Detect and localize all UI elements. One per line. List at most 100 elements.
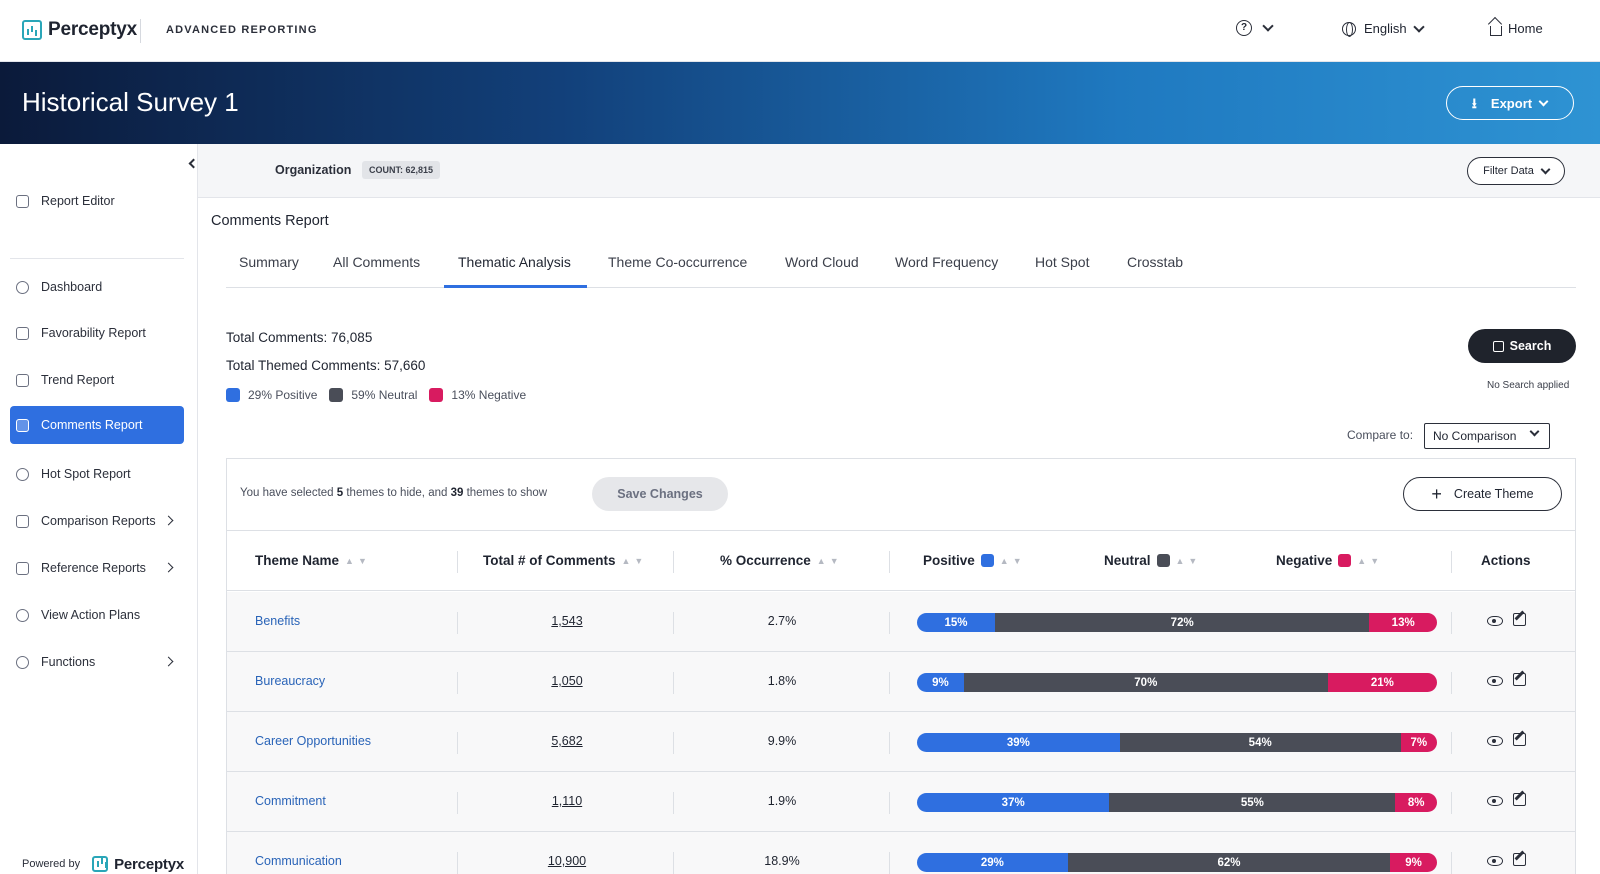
chevron-right-icon bbox=[163, 515, 174, 526]
count-badge: COUNT: 62,815 bbox=[362, 161, 441, 179]
total-comments-link[interactable]: 1,110 bbox=[551, 794, 583, 808]
legend-negative-label: 13% Negative bbox=[451, 388, 527, 402]
total-comments-link[interactable]: 1,543 bbox=[551, 614, 583, 628]
sort-icon[interactable]: ▲▼ bbox=[621, 555, 648, 566]
hide-count: 5 bbox=[336, 487, 344, 499]
sidebar-item-comments-report[interactable]: Comments Report bbox=[10, 406, 184, 444]
sidebar-item-hot-spot-report[interactable]: Hot Spot Report bbox=[10, 455, 184, 493]
sidebar-item-label: View Action Plans bbox=[41, 608, 141, 622]
header-positive[interactable]: Positive ▲▼ bbox=[923, 553, 1026, 568]
sort-icon[interactable]: ▲▼ bbox=[1357, 555, 1384, 566]
scale-icon bbox=[16, 514, 29, 528]
total-comments-link[interactable]: 5,682 bbox=[551, 734, 583, 748]
neutral-segment: 54% bbox=[1119, 733, 1401, 752]
neutral-segment: 62% bbox=[1067, 853, 1391, 872]
edit-icon[interactable] bbox=[1513, 853, 1526, 866]
sidebar-item-favorability-report[interactable]: Favorability Report bbox=[10, 314, 184, 352]
occurrence-value: 9.9% bbox=[767, 734, 797, 748]
header-negative[interactable]: Negative ▲▼ bbox=[1276, 553, 1383, 568]
sort-icon[interactable]: ▲▼ bbox=[816, 555, 843, 566]
total-comments-link[interactable]: 10,900 bbox=[547, 854, 587, 868]
header-theme-name[interactable]: Theme Name ▲▼ bbox=[255, 553, 371, 568]
plus-icon: + bbox=[1431, 484, 1442, 504]
save-changes-button[interactable]: Save Changes bbox=[592, 477, 728, 511]
header-total-comments[interactable]: Total # of Comments ▲▼ bbox=[483, 553, 647, 568]
tab-thematic-analysis[interactable]: Thematic Analysis bbox=[458, 254, 571, 270]
sort-icon[interactable]: ▲▼ bbox=[345, 555, 371, 566]
theme-name-link[interactable]: Bureaucracy bbox=[255, 674, 326, 688]
header-occurrence[interactable]: % Occurrence ▲▼ bbox=[720, 553, 843, 568]
table-row: Commitment 1,110 1.9% 37% 55% 8% bbox=[227, 772, 1575, 832]
download-icon bbox=[1472, 93, 1483, 117]
sidebar-item-reference-reports[interactable]: Reference Reports bbox=[10, 549, 184, 587]
tab-crosstab[interactable]: Crosstab bbox=[1127, 254, 1184, 270]
language-selector[interactable]: English bbox=[1342, 20, 1425, 37]
search-button[interactable]: Search bbox=[1468, 329, 1576, 363]
tab-all-comments[interactable]: All Comments bbox=[333, 254, 421, 270]
comments-icon bbox=[16, 418, 29, 432]
sort-icon[interactable]: ▲▼ bbox=[999, 555, 1026, 566]
negative-swatch bbox=[429, 388, 444, 402]
home-link[interactable]: Home bbox=[1490, 21, 1543, 36]
theme-name-link[interactable]: Career Opportunities bbox=[255, 734, 372, 748]
edit-icon[interactable] bbox=[1513, 673, 1526, 686]
create-theme-label: Create Theme bbox=[1453, 487, 1534, 501]
compare-value: No Comparison bbox=[1433, 429, 1517, 443]
sidebar-item-label: Comparison Reports bbox=[41, 514, 156, 528]
total-comments-link[interactable]: 1,050 bbox=[551, 674, 583, 688]
selection-text: themes to hide, and bbox=[343, 487, 451, 499]
eye-icon[interactable] bbox=[1487, 856, 1503, 866]
show-count: 39 bbox=[450, 487, 464, 499]
tab-word-cloud[interactable]: Word Cloud bbox=[785, 254, 859, 270]
header-neutral[interactable]: Neutral ▲▼ bbox=[1104, 553, 1201, 568]
sort-icon[interactable]: ▲▼ bbox=[1175, 555, 1202, 566]
tab-summary[interactable]: Summary bbox=[239, 254, 299, 270]
column-divider bbox=[673, 852, 674, 874]
edit-icon[interactable] bbox=[1513, 613, 1526, 626]
sidebar-item-dashboard[interactable]: Dashboard bbox=[10, 268, 184, 306]
sidebar-item-label: Comments Report bbox=[41, 418, 143, 432]
check-circle-icon bbox=[16, 608, 29, 622]
theme-name-link[interactable]: Commitment bbox=[255, 794, 326, 808]
eye-icon[interactable] bbox=[1487, 736, 1503, 746]
sentiment-legend: 29% Positive 59% Neutral 13% Negative bbox=[226, 388, 538, 402]
positive-segment: 9% bbox=[917, 673, 964, 692]
eye-icon[interactable] bbox=[1487, 796, 1503, 806]
export-button[interactable]: Export bbox=[1446, 86, 1574, 120]
eye-icon[interactable] bbox=[1487, 676, 1503, 686]
theme-name-link[interactable]: Communication bbox=[255, 854, 342, 868]
compare-select[interactable]: No Comparison bbox=[1424, 423, 1550, 449]
tab-theme-co-occurrence[interactable]: Theme Co-occurrence bbox=[608, 254, 748, 270]
organization-label: Organization bbox=[275, 163, 352, 177]
edit-icon[interactable] bbox=[1513, 793, 1526, 806]
tab-word-frequency[interactable]: Word Frequency bbox=[895, 254, 999, 270]
collapse-sidebar-icon[interactable] bbox=[188, 158, 199, 169]
neutral-segment: 55% bbox=[1109, 793, 1396, 812]
chevron-right-icon bbox=[163, 656, 174, 667]
eye-icon[interactable] bbox=[1487, 616, 1503, 626]
row-actions bbox=[1487, 793, 1526, 806]
filter-data-button[interactable]: Filter Data bbox=[1467, 157, 1565, 185]
sidebar-item-comparison-reports[interactable]: Comparison Reports bbox=[10, 502, 184, 540]
column-divider bbox=[457, 672, 458, 694]
sidebar-item-report-editor[interactable]: Report Editor bbox=[10, 182, 184, 220]
sentiment-bar: 15% 72% 13% bbox=[917, 613, 1437, 632]
tab-hot-spot[interactable]: Hot Spot bbox=[1035, 254, 1090, 270]
row-actions bbox=[1487, 853, 1526, 866]
selection-text: themes to show bbox=[463, 487, 548, 499]
sidebar-item-trend-report[interactable]: Trend Report bbox=[10, 361, 184, 399]
themes-panel: You have selected 5 themes to hide, and … bbox=[226, 458, 1576, 874]
sidebar-item-view-action-plans[interactable]: View Action Plans bbox=[10, 596, 184, 634]
create-theme-button[interactable]: + Create Theme bbox=[1403, 477, 1562, 511]
sidebar-item-label: Report Editor bbox=[41, 194, 115, 208]
powered-logo-text: Perceptyx bbox=[114, 855, 185, 873]
perceptyx-logo[interactable]: Perceptyx bbox=[22, 16, 137, 44]
sidebar-item-functions[interactable]: Functions bbox=[10, 643, 184, 681]
home-icon bbox=[1490, 25, 1502, 36]
table-row: Career Opportunities 5,682 9.9% 39% 54% 7% bbox=[227, 712, 1575, 772]
edit-icon[interactable] bbox=[1513, 733, 1526, 746]
help-menu[interactable]: ? bbox=[1236, 20, 1274, 36]
theme-name-link[interactable]: Benefits bbox=[255, 614, 301, 628]
header-label: Negative bbox=[1276, 553, 1333, 568]
negative-segment: 7% bbox=[1400, 733, 1437, 752]
